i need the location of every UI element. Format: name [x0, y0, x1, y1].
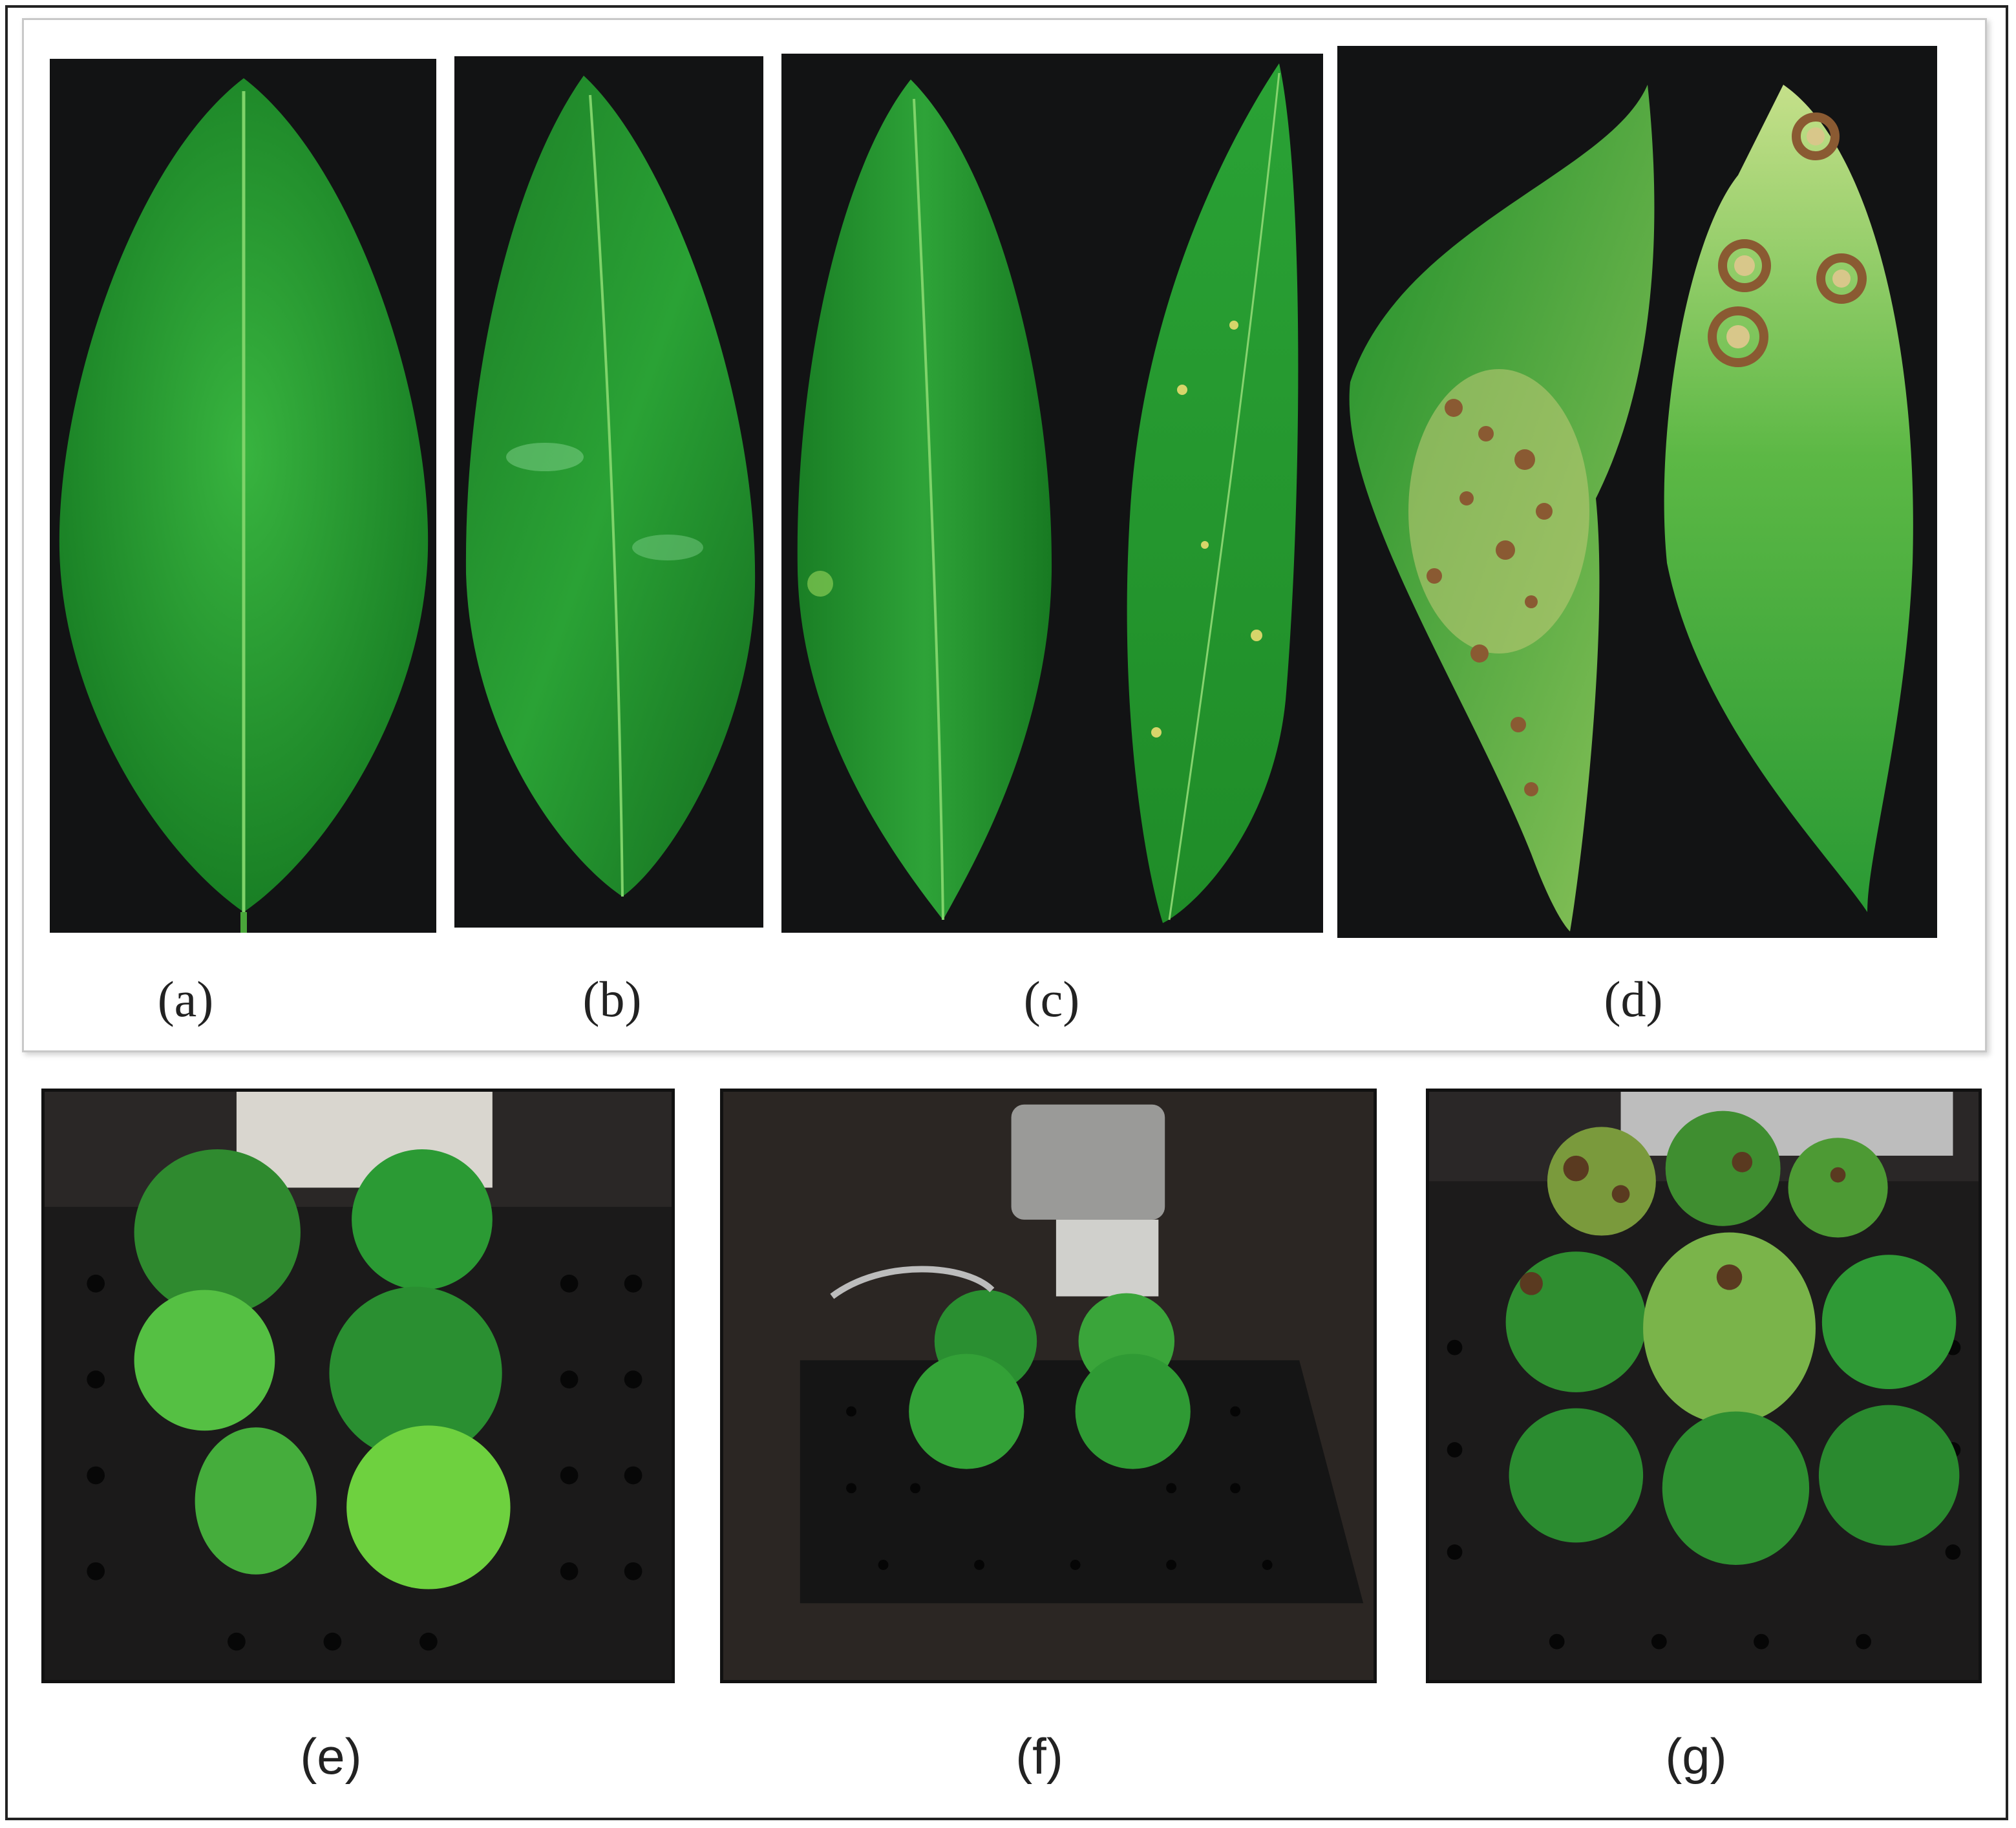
label-b: (b)	[582, 971, 642, 1027]
lime-photo-e	[41, 1089, 675, 1683]
label-f: (f)	[1015, 1728, 1063, 1785]
leaf-photo-a	[50, 59, 436, 933]
leaf-photo-c	[781, 54, 1323, 933]
label-g: (g)	[1665, 1728, 1727, 1785]
label-d: (d)	[1604, 971, 1663, 1027]
label-c: (c)	[1023, 971, 1080, 1027]
leaf-photo-b	[454, 56, 763, 928]
leaf-photo-d	[1337, 46, 1937, 938]
lime-photo-g	[1426, 1089, 1982, 1683]
label-a: (a)	[157, 971, 214, 1027]
figure-frame: (a) (b) (c) (d)	[5, 5, 2008, 1820]
leaf-panel: (a) (b) (c) (d)	[22, 18, 1987, 1052]
label-e: (e)	[300, 1728, 362, 1785]
lime-photo-f	[720, 1089, 1377, 1683]
